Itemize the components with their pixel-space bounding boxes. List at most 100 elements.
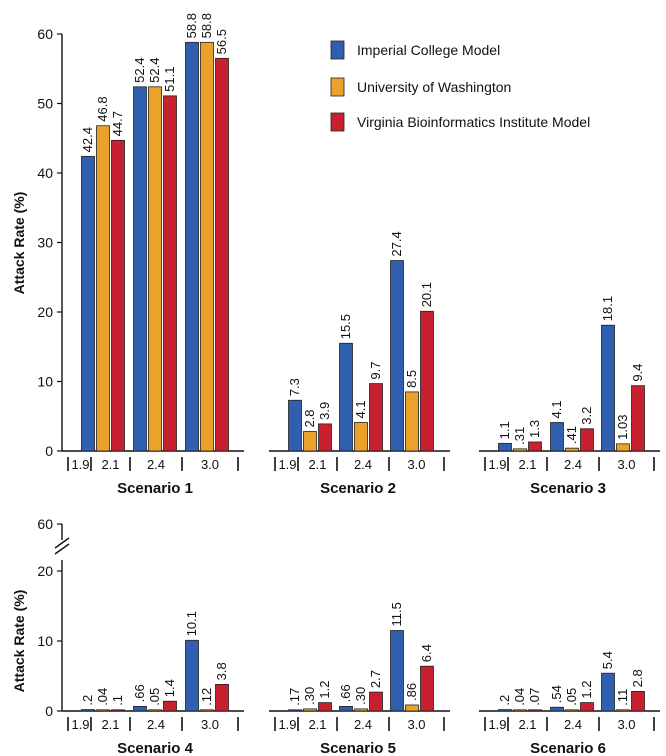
bar-value-label: 7.3	[287, 378, 302, 396]
bar-value-label: 1.3	[527, 420, 542, 438]
legend-swatch-1	[330, 40, 345, 60]
bar-value-label: 9.7	[368, 362, 383, 380]
category-label: 1.9	[488, 457, 506, 472]
bar	[288, 399, 302, 452]
y-tick-label: 20	[37, 304, 53, 320]
bottom-row-y-axis: 0 10 20 60 Attack Rate (%)	[11, 516, 70, 719]
chart-legend: Imperial College Model University of Wash…	[330, 40, 590, 132]
bar-value-label: 56.5	[214, 29, 229, 54]
category-label: 2.4	[564, 457, 582, 472]
legend-label-1: Imperial College Model	[357, 42, 500, 58]
bar-value-label: 18.1	[600, 296, 615, 321]
bar-value-label: 1.2	[317, 681, 332, 699]
bar	[185, 41, 199, 452]
category-label: 2.1	[518, 717, 536, 732]
bar-value-label: 42.4	[80, 127, 95, 152]
bar	[111, 709, 125, 712]
category-label: 1.9	[278, 717, 296, 732]
bar	[390, 630, 404, 712]
bar-value-label: 2.7	[368, 670, 383, 688]
bar-value-label: 58.8	[184, 13, 199, 38]
bar	[339, 705, 353, 712]
bar-value-label: 52.4	[147, 58, 162, 83]
category-label: 2.1	[101, 717, 119, 732]
bar-value-label: 1.2	[579, 681, 594, 699]
y-tick-label: 30	[37, 235, 53, 251]
bar-value-label: 1.03	[615, 415, 630, 440]
bar	[565, 709, 579, 712]
bar	[580, 702, 594, 712]
bar-value-label: 27.4	[389, 231, 404, 256]
legend-swatch-3	[330, 112, 345, 132]
bar-value-label: 15.5	[338, 314, 353, 339]
category-label: 2.4	[147, 717, 165, 732]
bar-value-label: 1.4	[162, 679, 177, 697]
y-tick-label: 50	[37, 96, 53, 112]
bar-value-label: .30	[302, 687, 317, 705]
bar	[616, 443, 630, 452]
panel-title: Scenario 1	[117, 480, 193, 497]
category-label: 1.9	[488, 717, 506, 732]
y-tick-label: 0	[45, 703, 53, 719]
bar-value-label: .11	[615, 689, 630, 706]
legend-label-3: Virginia Bioinformatics Institute Model	[357, 114, 590, 130]
bar	[420, 665, 434, 712]
bar-value-label: 4.1	[353, 400, 368, 418]
bar-value-label: 10.1	[184, 611, 199, 636]
bar	[601, 672, 615, 712]
y-tick-label: 20	[37, 563, 53, 579]
bar-value-label: .66	[338, 684, 353, 702]
bar-value-label: .1	[110, 695, 125, 706]
bar-value-label: 5.4	[600, 651, 615, 669]
bar	[200, 709, 214, 712]
bar-value-label: 58.8	[199, 13, 214, 38]
bar-value-label: 3.2	[579, 407, 594, 425]
legend-swatch-2	[330, 77, 345, 97]
category-label: 3.0	[617, 457, 635, 472]
bar-value-label: .30	[353, 687, 368, 705]
bar	[200, 41, 214, 452]
bar	[148, 709, 162, 712]
axis-break-mark	[54, 543, 70, 555]
bar-value-label: 8.5	[404, 370, 419, 388]
bottom-row-panel-1: 1.9 2.1 2.4 3.0 Scenario 4 .2.04.1 .66.05 1.4 10…	[62, 611, 244, 756]
top-row-panel-1: 1.9 2.1 2.4 3.0 Scenario 1 42.446.844.7 52.4 52…	[62, 13, 244, 497]
y-tick-label: 60	[37, 26, 53, 42]
bar-value-label: 51.1	[162, 67, 177, 92]
category-label: 3.0	[407, 717, 425, 732]
bar-value-label: 6.4	[419, 644, 434, 662]
bar	[550, 706, 564, 712]
bar	[111, 139, 125, 452]
bar-value-label: .04	[512, 688, 527, 706]
bar-value-label: 44.7	[110, 111, 125, 136]
bar-value-label: .2	[80, 695, 95, 706]
bar-value-label: 4.1	[549, 400, 564, 418]
panel-title: Scenario 4	[117, 740, 194, 756]
category-label: 2.4	[564, 717, 582, 732]
bar	[303, 708, 317, 712]
bar-value-label: 3.9	[317, 402, 332, 420]
bar	[390, 260, 404, 452]
bar-value-label: .86	[404, 683, 419, 701]
bar	[565, 447, 579, 452]
bottom-row-panel-3: 1.9 2.1 2.4 3.0 Scenario 6 .2.04.07 .54.05 1.2 5…	[479, 651, 660, 756]
bar-value-label: .66	[132, 684, 147, 702]
bar	[528, 709, 542, 712]
bar	[550, 422, 564, 452]
bar	[318, 423, 332, 452]
bar	[580, 428, 594, 452]
y-tick-label: 60	[37, 516, 53, 532]
bar	[405, 704, 419, 712]
bar	[498, 442, 512, 452]
bar-value-label: .17	[287, 688, 302, 706]
bar	[215, 57, 229, 452]
y-tick-label: 40	[37, 165, 53, 181]
category-label: 2.4	[354, 717, 372, 732]
top-row-y-axis: 0 10 20 30 40 50 60 Attack Rate (%)	[11, 26, 63, 459]
panel-title: Scenario 3	[530, 480, 606, 497]
chart-panels: 1.9 2.1 2.4 3.0 Scenario 1 42.446.844.7 52.4 52…	[62, 13, 660, 756]
bar	[601, 324, 615, 452]
bar	[631, 385, 645, 452]
